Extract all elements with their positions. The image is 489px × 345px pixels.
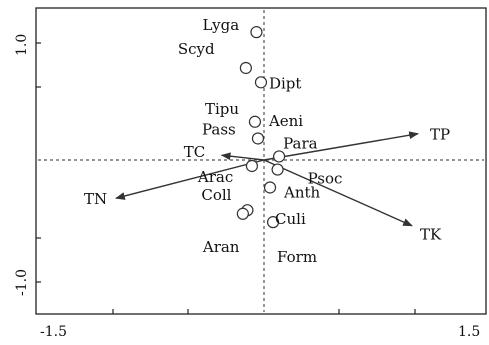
- point-label-dipt: Dipt: [269, 74, 301, 92]
- point-label-pass: Pass: [202, 120, 236, 138]
- point-label-coll: Coll: [201, 186, 231, 204]
- species-points: Lyga Scyd Dipt Tipu Aeni Pass Para Psoc Arac Anth…: [178, 16, 343, 266]
- point-label-aran: Aran: [202, 238, 240, 256]
- point-label-tipu: Tipu: [205, 100, 239, 118]
- point-marker-tipu: [248, 115, 262, 128]
- x-tick-label-right: 1.5: [458, 324, 480, 340]
- point-label-culi: Culi: [275, 210, 306, 228]
- point-marker-lyga: [250, 26, 263, 39]
- point-label-psoc: Psoc: [308, 170, 343, 188]
- point-marker-psoc: [271, 163, 284, 176]
- y-axis-ticks: 1.0 -1.0: [14, 34, 41, 296]
- point-label-aeni: Aeni: [268, 112, 303, 130]
- point-marker-culi: [266, 216, 280, 229]
- y-tick-label-top: 1.0: [14, 34, 30, 56]
- vector-arrow-tp: [263, 131, 419, 161]
- point-label-scyd: Scyd: [178, 40, 215, 58]
- vector-label-tp: TP: [430, 126, 450, 144]
- point-label-para: Para: [283, 134, 318, 152]
- x-axis-ticks: -1.5 1.5: [40, 309, 480, 340]
- vector-arrow-tn: [115, 159, 265, 200]
- point-marker-pass: [251, 132, 265, 145]
- point-label-lyga: Lyga: [202, 16, 239, 34]
- vector-label-tk: TK: [420, 226, 442, 244]
- point-marker-dipt: [254, 76, 268, 89]
- point-label-form: Form: [277, 248, 317, 266]
- vector-label-tc: TC: [184, 143, 205, 161]
- point-label-arac: Arac: [197, 168, 233, 186]
- point-marker-scyd: [239, 61, 252, 75]
- x-tick-label-left: -1.5: [40, 324, 67, 340]
- plot-frame: [35, 7, 487, 315]
- point-marker-aran: [236, 207, 249, 220]
- vector-label-tn: TN: [84, 190, 107, 208]
- vector-arrow-tk: [263, 159, 413, 227]
- y-tick-label-bottom: -1.0: [14, 269, 30, 296]
- environment-vectors: TP TK TN TC: [84, 126, 450, 244]
- point-marker-para: [273, 150, 286, 163]
- point-label-anth: Anth: [283, 183, 321, 201]
- vector-arrow-tc: [220, 152, 265, 161]
- point-marker-arac: [245, 159, 259, 173]
- point-marker-anth: [263, 181, 277, 194]
